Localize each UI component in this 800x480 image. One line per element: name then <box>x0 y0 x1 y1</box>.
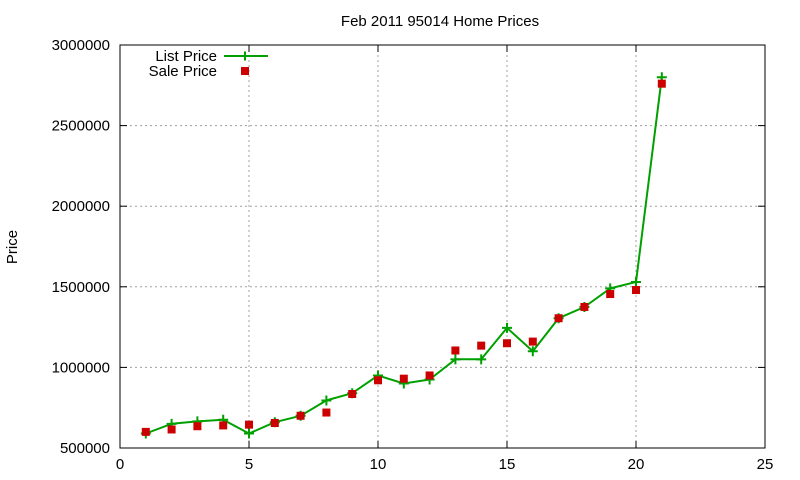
data-point-sale-price <box>245 420 253 429</box>
data-point-sale-price <box>219 421 228 430</box>
series <box>140 72 667 439</box>
data-point-sale-price <box>193 422 202 431</box>
data-point-sale-price <box>503 339 511 348</box>
legend-marker-list-price <box>240 51 250 61</box>
data-point-sale-price <box>425 371 434 380</box>
data-point-sale-price <box>322 408 331 417</box>
data-point-sale-price <box>167 425 176 434</box>
data-point-sale-price <box>657 79 666 88</box>
data-point-sale-price <box>580 302 589 311</box>
data-point-sale-price <box>296 411 305 420</box>
chart-title: Feb 2011 95014 Home Prices <box>341 13 539 30</box>
data-point-list-price <box>321 395 332 406</box>
y-tick-label: 1000000 <box>52 359 110 376</box>
x-tick-label: 15 <box>499 456 516 473</box>
data-point-sale-price <box>632 286 640 295</box>
ticks: 0 5 10 15 20 25 500000 1000000 1500000 2000000 250… <box>52 37 774 473</box>
y-tick-label: 3000000 <box>52 37 110 54</box>
x-tick-label: 5 <box>245 456 253 473</box>
data-point-sale-price <box>451 346 460 355</box>
grid <box>120 45 765 448</box>
x-tick-label: 20 <box>628 456 645 473</box>
x-tick-label: 10 <box>370 456 387 473</box>
data-point-list-price <box>631 276 641 287</box>
data-point-sale-price <box>399 374 408 383</box>
data-point-sale-price <box>374 376 382 385</box>
data-point-list-price <box>450 354 461 365</box>
x-tick-label: 0 <box>116 456 124 473</box>
y-tick-label: 2500000 <box>52 118 110 135</box>
y-tick-label: 2000000 <box>52 198 110 215</box>
y-axis-label: Price <box>4 230 21 264</box>
data-point-sale-price <box>606 290 615 299</box>
legend-label-list-price: List Price <box>155 48 217 65</box>
y-tick-label: 1500000 <box>52 279 110 296</box>
data-point-sale-price <box>554 314 563 323</box>
plot-frame <box>119 44 766 449</box>
legend-marker-sale-price <box>241 67 249 75</box>
data-point-list-price <box>527 346 538 357</box>
data-point-list-price <box>502 322 512 333</box>
y-tick-label: 500000 <box>60 440 110 457</box>
legend: List Price Sale Price <box>149 48 268 80</box>
data-point-sale-price <box>477 341 486 350</box>
data-point-list-price <box>244 428 254 439</box>
data-point-sale-price <box>141 427 150 436</box>
data-point-sale-price <box>528 337 537 346</box>
legend-label-sale-price: Sale Price <box>149 63 217 80</box>
data-point-sale-price <box>270 419 279 428</box>
data-point-sale-price <box>348 389 357 398</box>
x-tick-label: 25 <box>757 456 774 473</box>
data-point-list-price <box>476 354 487 365</box>
